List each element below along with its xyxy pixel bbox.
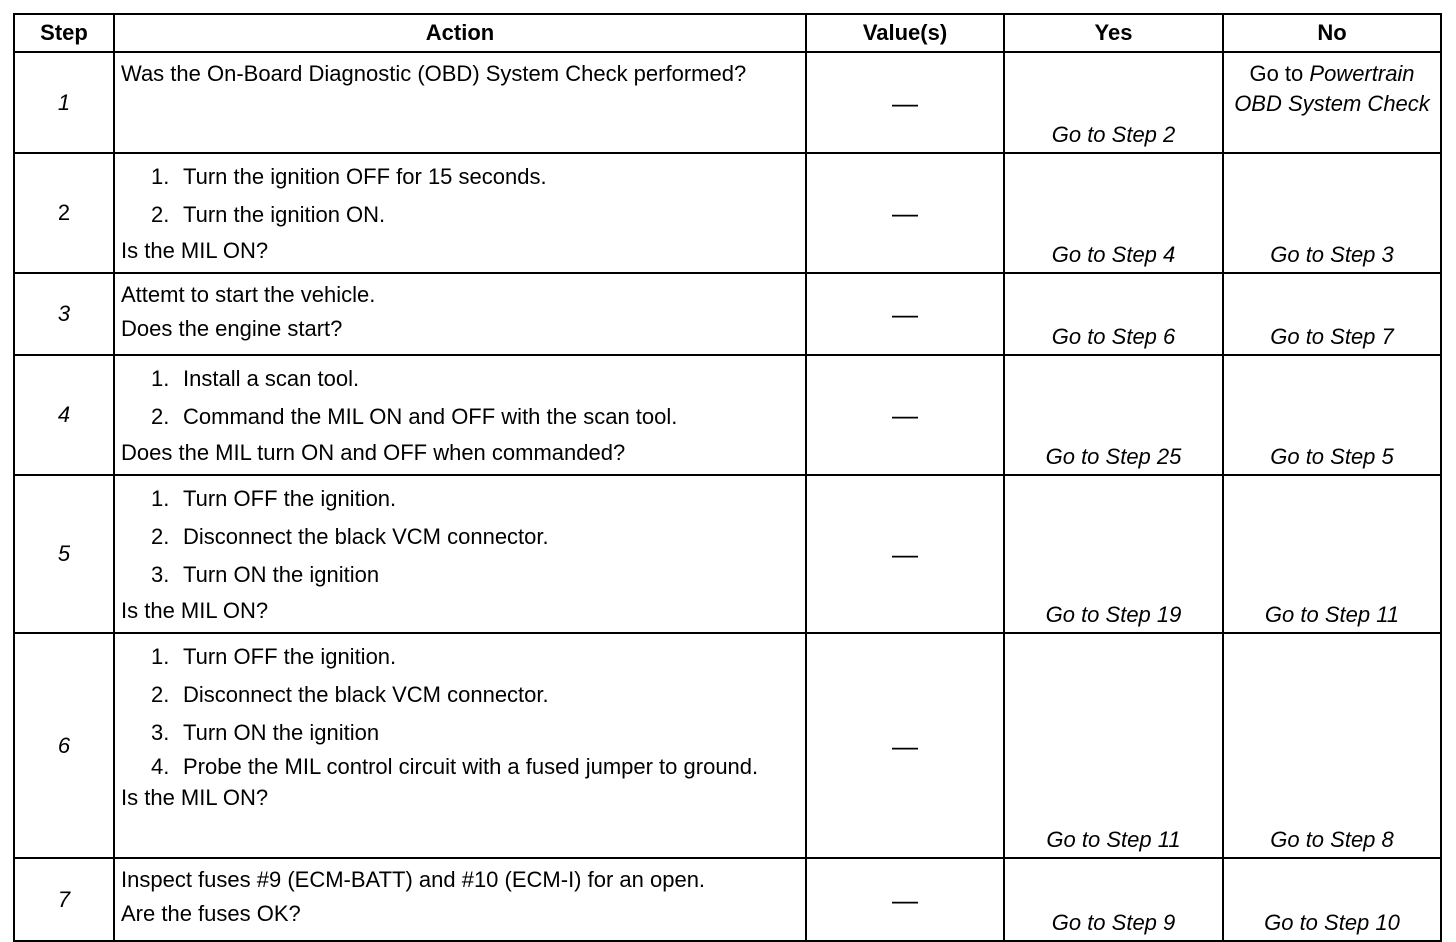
- action-cell: 1. Install a scan tool. 2. Command the MIL …: [113, 354, 807, 476]
- action-text: Was the On-Board Diagnostic (OBD) System…: [121, 61, 747, 86]
- action-step-text: Disconnect the black VCM connector.: [183, 524, 549, 549]
- step-number: 2.: [151, 682, 170, 707]
- no-cell: Go to Step 5: [1222, 354, 1442, 476]
- step-cell: 4: [13, 354, 115, 476]
- action-cell: 1. Turn the ignition OFF for 15 seconds. 2…: [113, 152, 807, 274]
- step-number: 2.: [151, 524, 170, 549]
- table-row: 7 Inspect fuses #9 (ECM-BATT) and #10 (E…: [13, 857, 1442, 942]
- table-row: 4 1. Install a scan tool. 2. Command the MI…: [13, 354, 1442, 476]
- action-question: Does the engine start?: [121, 316, 343, 341]
- yes-cell: Go to Step 11: [1003, 632, 1224, 859]
- action-step: 1. Turn OFF the ignition.: [121, 480, 799, 518]
- value-cell: —: [805, 474, 1005, 634]
- action-step-text: Turn ON the ignition: [183, 720, 380, 745]
- no-cell: Go to Step 11: [1222, 474, 1442, 634]
- action-step: 2. Command the MIL ON and OFF with the sc…: [121, 398, 799, 436]
- header-row: Step Action Value(s) Yes No: [13, 13, 1442, 53]
- action-text: Inspect fuses #9 (ECM-BATT) and #10 (ECM…: [121, 867, 706, 892]
- action-step: 1. Install a scan tool.: [121, 360, 799, 398]
- action-step: 3. Turn ON the ignition: [121, 714, 799, 752]
- value-cell: —: [805, 152, 1005, 274]
- table-row: 2 1. Turn the ignition OFF for 15 seconds…: [13, 152, 1442, 274]
- header-step: Step: [13, 13, 115, 53]
- action-step-text: Turn the ignition ON.: [183, 202, 386, 227]
- action-step: 1. Turn OFF the ignition.: [121, 638, 799, 676]
- step-cell: 7: [13, 857, 115, 942]
- header-no: No: [1222, 13, 1442, 53]
- action-step: 4. Probe the MIL control circuit with a f…: [121, 752, 799, 781]
- no-cell: Go to Step 7: [1222, 272, 1442, 356]
- step-number: 4.: [151, 754, 170, 779]
- action-step-text: Turn OFF the ignition.: [183, 486, 397, 511]
- yes-cell: Go to Step 4: [1003, 152, 1224, 274]
- yes-cell: Go to Step 2: [1003, 51, 1224, 154]
- action-step: 2. Disconnect the black VCM connector.: [121, 676, 799, 714]
- step-cell: 5: [13, 474, 115, 634]
- action-question: Does the MIL turn ON and OFF when comman…: [121, 440, 626, 465]
- step-cell: 1: [13, 51, 115, 154]
- action-cell: 1. Turn OFF the ignition. 2. Disconnect the…: [113, 632, 807, 859]
- action-step-text: Turn OFF the ignition.: [183, 644, 397, 669]
- value-cell: —: [805, 354, 1005, 476]
- action-step-text: Turn ON the ignition: [183, 562, 380, 587]
- diagnostic-table: Step Action Value(s) Yes No 1 Was the On…: [13, 13, 1442, 942]
- action-step-text: Probe the MIL control circuit with a fus…: [183, 754, 759, 779]
- table-row: 5 1. Turn OFF the ignition. 2. Disconnect t…: [13, 474, 1442, 634]
- action-question: Are the fuses OK?: [121, 901, 301, 926]
- step-number: 3.: [151, 720, 170, 745]
- value-cell: —: [805, 632, 1005, 859]
- yes-cell: Go to Step 19: [1003, 474, 1224, 634]
- step-number: 2.: [151, 404, 170, 429]
- step-number: 1.: [151, 366, 170, 391]
- action-cell: 1. Turn OFF the ignition. 2. Disconnect the…: [113, 474, 807, 634]
- action-cell: Was the On-Board Diagnostic (OBD) System…: [113, 51, 807, 154]
- step-cell: 3: [13, 272, 115, 356]
- action-cell: Attemt to start the vehicle. Does the eng…: [113, 272, 807, 356]
- action-step-text: Turn the ignition OFF for 15 seconds.: [183, 164, 547, 189]
- value-cell: —: [805, 51, 1005, 154]
- step-number: 2.: [151, 202, 170, 227]
- table-row: 6 1. Turn OFF the ignition. 2. Disconnect t…: [13, 632, 1442, 859]
- action-question: Is the MIL ON?: [121, 785, 269, 810]
- action-question: Is the MIL ON?: [121, 598, 269, 623]
- action-step-text: Disconnect the black VCM connector.: [183, 682, 549, 707]
- value-cell: —: [805, 272, 1005, 356]
- value-cell: —: [805, 857, 1005, 942]
- no-cell: Go to Powertrain OBD System Check: [1222, 51, 1442, 154]
- action-question: Is the MIL ON?: [121, 238, 269, 263]
- header-action: Action: [113, 13, 807, 53]
- step-number: 1.: [151, 644, 170, 669]
- table-row: 3 Attemt to start the vehicle. Does the e…: [13, 272, 1442, 356]
- header-values: Value(s): [805, 13, 1005, 53]
- no-cell: Go to Step 10: [1222, 857, 1442, 942]
- action-cell: Inspect fuses #9 (ECM-BATT) and #10 (ECM…: [113, 857, 807, 942]
- table-row: 1 Was the On-Board Diagnostic (OBD) Syst…: [13, 51, 1442, 154]
- step-number: 3.: [151, 562, 170, 587]
- action-step: 3. Turn ON the ignition: [121, 556, 799, 594]
- step-cell: 6: [13, 632, 115, 859]
- step-cell: 2: [13, 152, 115, 274]
- step-number: 1.: [151, 486, 170, 511]
- no-cell: Go to Step 8: [1222, 632, 1442, 859]
- header-yes: Yes: [1003, 13, 1224, 53]
- yes-cell: Go to Step 9: [1003, 857, 1224, 942]
- step-number: 1.: [151, 164, 170, 189]
- yes-cell: Go to Step 25: [1003, 354, 1224, 476]
- no-cell: Go to Step 3: [1222, 152, 1442, 274]
- yes-cell: Go to Step 6: [1003, 272, 1224, 356]
- action-step: 1. Turn the ignition OFF for 15 seconds.: [121, 158, 799, 196]
- action-text: Attemt to start the vehicle.: [121, 282, 376, 307]
- action-step-text: Command the MIL ON and OFF with the scan…: [183, 404, 678, 429]
- action-step: 2. Disconnect the black VCM connector.: [121, 518, 799, 556]
- action-step: 2. Turn the ignition ON.: [121, 196, 799, 234]
- action-step-text: Install a scan tool.: [183, 366, 360, 391]
